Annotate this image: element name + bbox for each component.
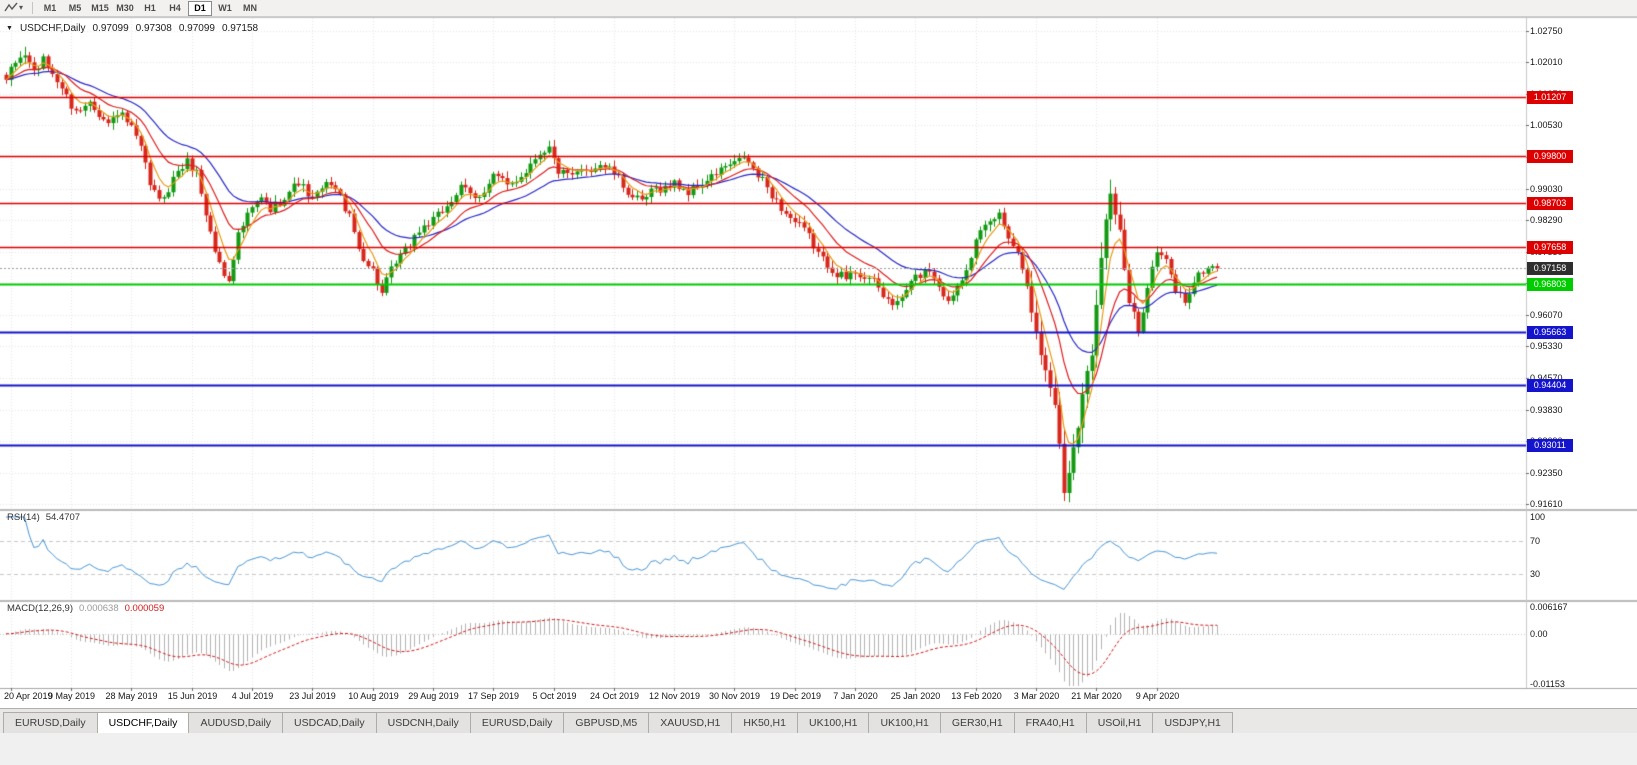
chart-tab-fra40-h1[interactable]: FRA40,H1 — [1013, 712, 1087, 733]
date-axis-label: 29 Aug 2019 — [408, 691, 459, 701]
timeframe-button-m1[interactable]: M1 — [43, 3, 57, 13]
rsi-indicator-label: RSI(14) 54.4707 — [7, 512, 80, 523]
chart-tab-usdchf-daily[interactable]: USDCHF,Daily — [96, 712, 190, 733]
ohlc-high-value: 0.97308 — [135, 23, 172, 34]
chart-tab-uk100-h1[interactable]: UK100,H1 — [868, 712, 941, 733]
price-axis-label: 0.92350 — [1530, 468, 1563, 478]
date-axis-label: 5 Oct 2019 — [532, 691, 577, 701]
macd-axis-label: -0.01153 — [1530, 679, 1565, 689]
price-axis-label: 0.94570 — [1530, 373, 1563, 383]
macd-indicator-name: MACD(12,26,9) — [7, 603, 73, 614]
date-axis-label: 17 Sep 2019 — [467, 691, 520, 701]
chart-tab-hk50-h1[interactable]: HK50,H1 — [731, 712, 798, 733]
macd-signal-value: 0.000059 — [124, 603, 165, 614]
timeframe-button-m30[interactable]: M30 — [116, 3, 134, 13]
macd-indicator-label: MACD(12,26,9) 0.000638 0.000059 — [7, 603, 164, 614]
ohlc-open-value: 0.97099 — [92, 23, 129, 34]
chart-tab-uk100-h1[interactable]: UK100,H1 — [796, 712, 870, 733]
timeframe-button-m5[interactable]: M5 — [68, 3, 82, 13]
date-axis-label: 28 May 2019 — [105, 691, 158, 701]
price-axis-label: 1.00530 — [1530, 120, 1563, 130]
date-axis-label: 9 May 2019 — [47, 691, 96, 701]
price-axis-label: 1.02750 — [1530, 26, 1563, 36]
chart-symbol-period: USDCHF,Daily — [19, 23, 86, 34]
hline-price-tag[interactable]: 0.95663 — [1527, 326, 1573, 339]
date-axis-label: 20 Apr 2019 — [4, 691, 53, 701]
dropdown-caret-icon[interactable]: ▾ — [19, 3, 24, 12]
chart-tab-audusd-daily[interactable]: AUDUSD,Daily — [188, 712, 284, 733]
ohlc-low-value: 0.97099 — [178, 23, 215, 34]
price-axis-label: 0.93830 — [1530, 405, 1563, 415]
timeframe-button-w1[interactable]: W1 — [218, 3, 232, 13]
chart-tab-eurusd-daily[interactable]: EURUSD,Daily — [3, 712, 98, 733]
hline-price-tag[interactable]: 0.94404 — [1527, 379, 1573, 392]
chart-title-row: ▼ USDCHF,Daily 0.97099 0.97308 0.97099 0… — [6, 23, 258, 34]
hline-price-tag[interactable]: 1.01207 — [1527, 91, 1573, 104]
price-axis-label: 0.99030 — [1530, 184, 1563, 194]
hline-price-tag[interactable]: 0.97658 — [1527, 241, 1573, 254]
chart-tab-usdcnh-daily[interactable]: USDCNH,Daily — [375, 712, 471, 733]
chart-tab-eurusd-daily[interactable]: EURUSD,Daily — [469, 712, 565, 733]
timeframe-button-d1[interactable]: D1 — [188, 0, 213, 16]
date-axis-label: 15 Jun 2019 — [167, 691, 218, 701]
chart-tab-xauusd-h1[interactable]: XAUUSD,H1 — [648, 712, 733, 733]
chart-tab-usdjpy-h1[interactable]: USDJPY,H1 — [1152, 712, 1233, 733]
line-studies-icon[interactable] — [4, 2, 18, 14]
date-axis-label: 4 Jul 2019 — [231, 691, 274, 701]
date-axis-label: 10 Aug 2019 — [348, 691, 399, 701]
macd-axis-label: 0.006167 — [1530, 602, 1568, 612]
rsi-indicator-name: RSI(14) — [7, 512, 40, 523]
timeframe-button-m15[interactable]: M15 — [91, 3, 109, 13]
rsi-axis-label: 70 — [1530, 536, 1541, 546]
chart-tab-usdcad-daily[interactable]: USDCAD,Daily — [282, 712, 377, 733]
current-price-tag: 0.97158 — [1527, 262, 1573, 275]
date-axis-label: 23 Jul 2019 — [289, 691, 336, 701]
date-axis-label: 19 Dec 2019 — [769, 691, 822, 701]
timeframe-buttons-group: M1 M5 M15 M30 H1 H4 D1 W1 MN — [38, 0, 263, 16]
date-axis-label: 3 Mar 2020 — [1013, 691, 1060, 701]
chart-tab-bar: EURUSD,Daily USDCHF,Daily AUDUSD,Daily USDC… — [0, 708, 1637, 733]
date-axis-label: 9 Apr 2020 — [1135, 691, 1180, 701]
timeframe-button-h1[interactable]: H1 — [144, 3, 156, 13]
timeframe-toolbar: ▾ M1 M5 M15 M30 H1 H4 D1 W1 MN — [0, 0, 1637, 17]
chart-tab-ger30-h1[interactable]: GER30,H1 — [939, 712, 1015, 733]
price-axis-label: 1.02010 — [1530, 57, 1563, 67]
date-axis-label: 25 Jan 2020 — [890, 691, 941, 701]
date-axis-label: 21 Mar 2020 — [1071, 691, 1122, 701]
timeframe-button-h4[interactable]: H4 — [169, 3, 181, 13]
hline-price-tag[interactable]: 0.93011 — [1527, 439, 1573, 452]
rsi-value: 54.4707 — [45, 512, 81, 523]
rsi-axis-label: 100 — [1530, 512, 1546, 522]
hline-price-tag[interactable]: 0.98703 — [1527, 197, 1573, 210]
price-axis-label: 0.91610 — [1530, 499, 1563, 509]
chart-tab-gbpusd-m5[interactable]: GBPUSD,M5 — [563, 712, 650, 733]
date-axis-label: 7 Jan 2020 — [833, 691, 878, 701]
date-axis-label: 30 Nov 2019 — [708, 691, 761, 701]
price-axis-label: 0.96070 — [1530, 310, 1563, 320]
price-axis-label: 0.95330 — [1530, 341, 1563, 351]
macd-main-value: 0.000638 — [79, 603, 119, 614]
price-axis-label: 0.98290 — [1530, 215, 1563, 225]
timeframe-button-mn[interactable]: MN — [243, 3, 258, 13]
toolbar-separator — [32, 2, 34, 14]
chart-tab-usoil-h1[interactable]: USOil,H1 — [1085, 712, 1154, 733]
date-axis-label: 24 Oct 2019 — [589, 691, 640, 701]
date-axis-label: 13 Feb 2020 — [951, 691, 1002, 701]
macd-axis-label: 0.00 — [1530, 629, 1548, 639]
status-strip — [0, 733, 1637, 765]
hline-price-tag[interactable]: 0.96803 — [1527, 278, 1573, 291]
date-axis-label: 12 Nov 2019 — [648, 691, 701, 701]
collapse-triangle-icon[interactable]: ▼ — [6, 24, 13, 32]
ohlc-close-value: 0.97158 — [221, 23, 259, 34]
hline-price-tag[interactable]: 0.99800 — [1527, 150, 1573, 163]
rsi-axis-label: 30 — [1530, 569, 1541, 579]
